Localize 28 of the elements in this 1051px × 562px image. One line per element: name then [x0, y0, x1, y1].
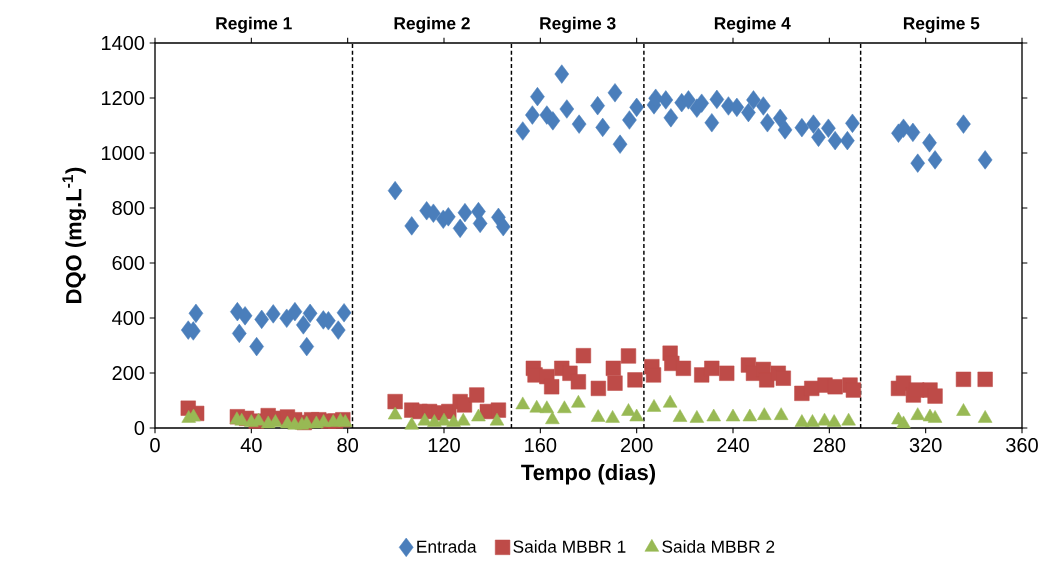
- text: Regime 3: [540, 16, 616, 33]
- x-tick-label: 200: [620, 438, 653, 453]
- x-tick-label: 120: [428, 438, 460, 453]
- x-axis-title: Tempo (dias): [521, 464, 656, 485]
- text: Regime 2: [394, 16, 470, 33]
- legend-label: Saida MBBR 1: [513, 540, 626, 553]
- x-tick-label: 40: [240, 438, 262, 453]
- text: Regime 4: [714, 16, 791, 33]
- y-tick-label: 1200: [101, 90, 145, 106]
- y-tick-label: 1000: [101, 145, 145, 161]
- x-tick-label: 360: [1006, 438, 1038, 453]
- text: Regime 5: [903, 16, 980, 33]
- x-tick-label: 160: [525, 438, 557, 453]
- legend-label: Saida MBBR 2: [662, 540, 775, 553]
- y-tick-label: 800: [112, 200, 145, 216]
- y-axis-title: DQO (mg.L$^{-1}$): [62, 167, 86, 303]
- x-tick-label: 280: [813, 438, 846, 453]
- y-tick-label: 200: [112, 365, 145, 381]
- y-tick-label: 0: [134, 420, 145, 436]
- x-tick-label: 240: [717, 438, 749, 453]
- y-tick-label: 1400: [101, 35, 145, 51]
- x-tick-label: 80: [337, 438, 358, 453]
- x-tick-label: 320: [909, 438, 942, 453]
- x-tick-label: 0: [150, 438, 160, 453]
- legend-label: Entrada: [417, 540, 477, 553]
- y-tick-label: 400: [112, 310, 145, 326]
- y-tick-label: 600: [112, 255, 145, 271]
- text: Regime 1: [216, 16, 292, 33]
